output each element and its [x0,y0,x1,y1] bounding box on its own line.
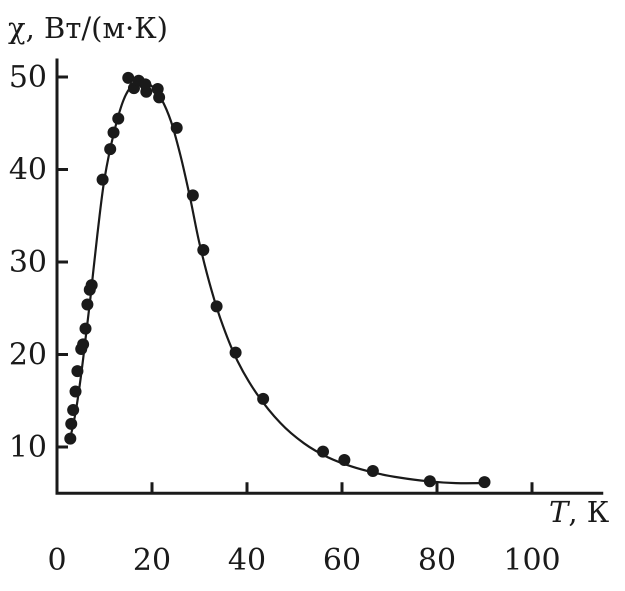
data-point [67,404,80,416]
x-ticks: 0 20 40 60 80 100 [47,482,561,578]
axes [55,58,604,495]
x-axis-title: T, К [549,495,610,529]
x-tick-label: 80 [418,543,456,578]
data-point [77,338,90,351]
data-point [170,121,183,134]
data-point [317,445,329,458]
x-tick-label: 100 [503,543,560,578]
x-axis-symbol: T [549,495,571,529]
data-point [338,453,351,466]
data-point [71,365,84,378]
fit-curve [67,80,485,485]
data-point [112,112,125,125]
svg-text:T, К: T, К [549,495,610,529]
data-point [104,143,117,156]
data-point [197,243,210,256]
data-point [122,71,135,84]
data-point [81,298,94,311]
data-point [65,417,78,430]
data-point [478,476,491,489]
x-tick-label: 20 [133,543,171,578]
data-point [85,279,98,292]
data-point [257,392,270,405]
data-points [64,71,491,489]
axis-frame [55,58,604,495]
y-tick-label: 10 [9,430,47,465]
data-point [423,475,436,488]
data-point [96,173,109,186]
data-point [210,300,223,313]
data-point [229,346,242,359]
y-axis-title: χ, Вт/(м·К) [8,11,168,45]
data-point [153,91,166,104]
y-tick-label: 50 [9,60,47,95]
x-tick-label: 0 [47,543,66,578]
data-point [79,322,92,335]
x-axis-unit: , К [568,495,609,529]
x-tick-label: 60 [323,543,361,578]
y-tick-label: 40 [9,153,47,188]
data-point [69,385,82,398]
data-point [107,126,120,139]
x-tick-label: 40 [228,543,266,578]
data-point [186,189,199,202]
data-point [140,85,153,98]
y-ticks: 10 20 30 40 50 [9,60,68,465]
y-tick-label: 20 [9,338,47,373]
data-point [366,465,379,478]
data-point [64,432,77,445]
y-tick-label: 30 [9,245,47,280]
